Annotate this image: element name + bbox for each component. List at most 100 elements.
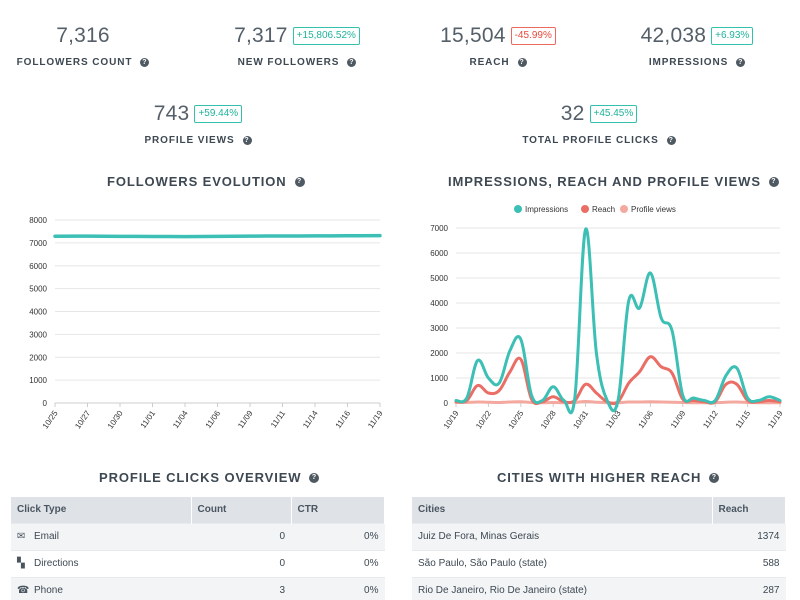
stat-impressions: 42,038 +6.93% IMPRESSIONS? xyxy=(597,22,797,68)
help-icon[interactable]: ? xyxy=(768,176,779,187)
cities-higher-reach-title-text: CITIES WITH HIGHER REACH xyxy=(497,470,702,485)
help-icon[interactable]: ? xyxy=(517,58,527,67)
x-tick-label: 11/12 xyxy=(701,409,720,431)
profile-clicks-overview-title-text: PROFILE CLICKS OVERVIEW xyxy=(99,470,302,485)
table-row: Juiz De Fora, Minas Gerais 1374 xyxy=(412,522,786,550)
x-tick-label: 10/27 xyxy=(73,409,92,431)
city-cell: Rio De Janeiro, Rio De Janeiro (state) xyxy=(412,576,712,600)
followers-series-line xyxy=(53,233,382,239)
help-icon[interactable]: ? xyxy=(294,176,305,187)
x-tick-label: 11/16 xyxy=(334,409,353,431)
impressions-series-line xyxy=(454,227,782,415)
impressions-change-badge: +6.93% xyxy=(711,27,754,45)
help-icon[interactable]: ? xyxy=(140,58,150,67)
stat-reach: 15,504 -45.99% REACH? xyxy=(398,22,598,68)
x-tick-label: 11/14 xyxy=(301,409,320,431)
y-tick-label: 4000 xyxy=(430,299,448,308)
ctr-cell: 0% xyxy=(291,522,385,550)
x-tick-label: 11/06 xyxy=(637,409,656,431)
y-tick-label: 0 xyxy=(444,399,449,408)
cities-higher-reach-title: CITIES WITH HIGHER REACH? xyxy=(497,470,720,485)
table-row: ▚ Directions 0 0% xyxy=(11,549,385,577)
column-header-reach[interactable]: Reach xyxy=(712,497,786,523)
stat-total-profile-clicks: 32 +45.45% TOTAL PROFILE CLICKS? xyxy=(499,100,699,146)
x-tick-label: 10/22 xyxy=(474,409,493,431)
ctr-cell: 0% xyxy=(291,549,385,577)
count-cell: 0 xyxy=(191,549,291,577)
x-tick-label: 10/19 xyxy=(442,409,461,431)
x-tick-label: 11/09 xyxy=(669,409,688,431)
column-header-click-type[interactable]: Click Type xyxy=(11,497,192,523)
x-tick-label: 11/01 xyxy=(139,409,158,431)
reach-cell: 588 xyxy=(712,549,786,577)
help-icon[interactable]: ? xyxy=(736,58,746,67)
reach-value: 15,504 xyxy=(440,24,506,47)
legend-label: Impressions xyxy=(525,205,568,214)
y-tick-label: 1000 xyxy=(29,376,47,385)
legend-marker xyxy=(620,205,628,213)
column-header-count[interactable]: Count xyxy=(191,497,292,523)
envelope-icon: ✉ xyxy=(17,531,26,542)
followers-evolution-title: FOLLOWERS EVOLUTION? xyxy=(107,174,305,189)
legend-label: Profile views xyxy=(631,205,676,214)
impressions-reach-views-chart: Impressions Reach Profile views 0 1000 2000 30… xyxy=(430,205,785,431)
followers-evolution-chart: 0 1000 2000 3000 4000 5000 6000 7000 8000 10/25 10… xyxy=(29,216,385,431)
click-type-label: Phone xyxy=(34,585,63,597)
y-tick-label: 4000 xyxy=(29,308,47,317)
cities-table: Cities Reach Juiz De Fora, Minas Gerais … xyxy=(412,497,786,600)
new-followers-change-badge: +15,806.52% xyxy=(292,27,360,45)
x-tick-label: 11/19 xyxy=(366,409,385,431)
column-header-ctr[interactable]: CTR xyxy=(291,497,385,523)
y-tick-label: 7000 xyxy=(430,224,448,233)
x-tick-label: 10/30 xyxy=(106,409,125,431)
x-tick-label: 10/25 xyxy=(507,409,526,431)
stat-profile-views: 743 +59.44% PROFILE VIEWS? xyxy=(98,100,298,146)
followers-evolution-title-text: FOLLOWERS EVOLUTION xyxy=(107,174,287,189)
help-icon[interactable]: ? xyxy=(666,136,676,145)
total-profile-clicks-label: TOTAL PROFILE CLICKS xyxy=(522,135,659,146)
column-header-cities[interactable]: Cities xyxy=(412,497,713,523)
table-row: ✉ Email 0 0% xyxy=(11,522,385,550)
city-cell: Juiz De Fora, Minas Gerais xyxy=(412,522,712,550)
ctr-cell: 0% xyxy=(291,576,385,600)
click-type-cell: ▚ Directions xyxy=(11,549,191,577)
y-tick-label: 3000 xyxy=(29,330,47,339)
y-tick-label: 7000 xyxy=(29,239,47,248)
help-icon[interactable]: ? xyxy=(309,472,320,483)
followers-count-value: 7,316 xyxy=(56,24,110,47)
click-type-cell: ✉ Email xyxy=(11,522,191,550)
help-icon[interactable]: ? xyxy=(709,472,720,483)
phone-icon: ☎ xyxy=(17,585,30,597)
impressions-reach-views-title: IMPRESSIONS, REACH AND PROFILE VIEWS? xyxy=(448,174,779,189)
stat-new-followers: 7,317 +15,806.52% NEW FOLLOWERS? xyxy=(197,22,397,68)
y-tick-label: 2000 xyxy=(29,353,47,362)
reach-change-badge: -45.99% xyxy=(510,27,556,45)
profile-views-label: PROFILE VIEWS xyxy=(144,135,235,146)
x-tick-label: 10/25 xyxy=(41,409,60,431)
x-tick-label: 11/19 xyxy=(766,409,785,431)
total-profile-clicks-value: 32 xyxy=(560,102,585,125)
new-followers-label: NEW FOLLOWERS xyxy=(237,57,340,68)
profile-clicks-overview-title: PROFILE CLICKS OVERVIEW? xyxy=(99,470,320,485)
y-tick-label: 1000 xyxy=(430,374,448,383)
total-profile-clicks-change-badge: +45.45% xyxy=(589,105,638,123)
count-cell: 3 xyxy=(191,576,291,600)
y-tick-label: 0 xyxy=(43,399,48,408)
y-tick-label: 6000 xyxy=(430,249,448,258)
click-type-cell: ☎ Phone xyxy=(11,576,191,600)
impressions-value: 42,038 xyxy=(640,24,707,47)
x-tick-label: 10/28 xyxy=(539,409,558,431)
x-tick-label: 11/15 xyxy=(734,409,753,431)
legend-label: Reach xyxy=(592,205,615,214)
legend-marker xyxy=(581,205,589,213)
table-header-row: Click Type Count CTR xyxy=(11,497,385,523)
help-icon[interactable]: ? xyxy=(242,136,252,145)
stat-followers-count: 7,316 FOLLOWERS COUNT? xyxy=(0,22,183,68)
table-row: São Paulo, São Paulo (state) 588 xyxy=(412,549,786,577)
y-tick-label: 3000 xyxy=(430,324,448,333)
help-icon[interactable]: ? xyxy=(347,58,357,67)
followers-count-label: FOLLOWERS COUNT xyxy=(16,57,133,68)
reach-label: REACH xyxy=(469,57,510,68)
table-row: Rio De Janeiro, Rio De Janeiro (state) 2… xyxy=(412,576,786,600)
click-type-label: Directions xyxy=(34,558,79,569)
